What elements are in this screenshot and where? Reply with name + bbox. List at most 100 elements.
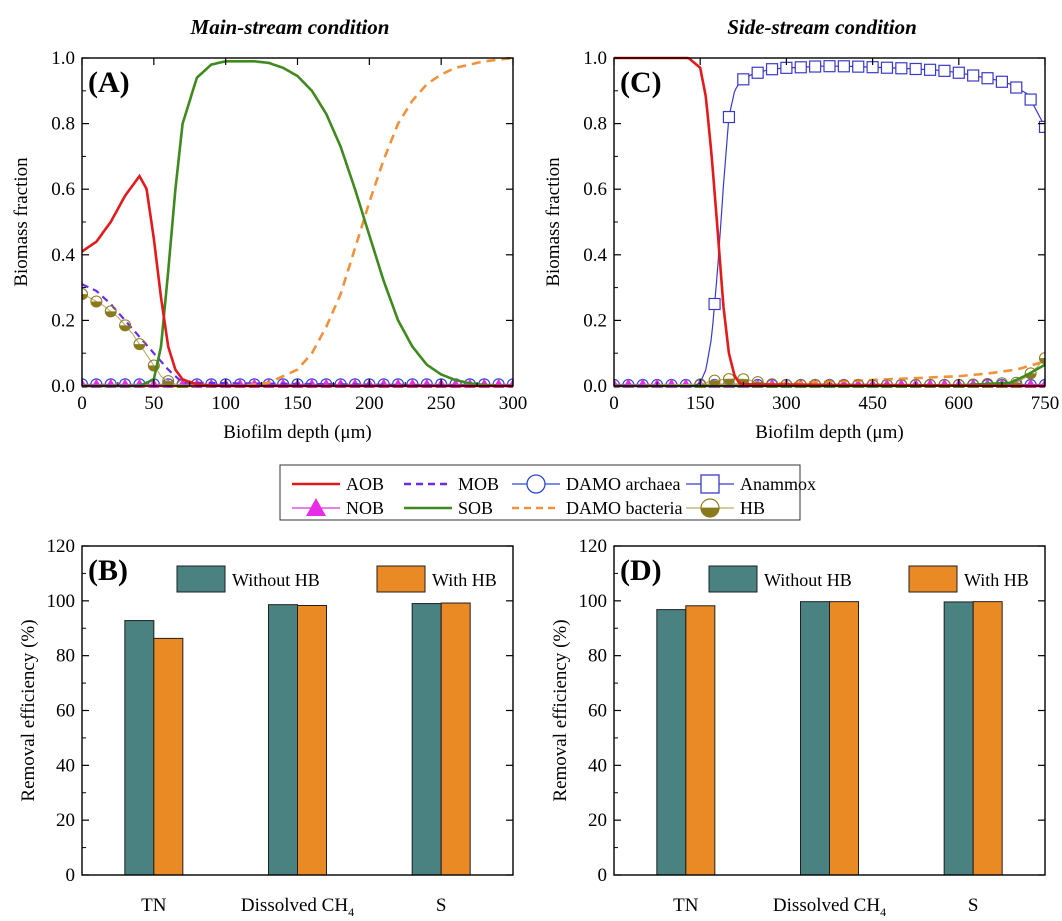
x-tick-label: 0 xyxy=(609,393,619,414)
y-tick-label: 0.4 xyxy=(51,245,75,266)
marker-anammox xyxy=(938,64,951,77)
x-tick-label: 300 xyxy=(772,393,801,414)
series-hb xyxy=(82,288,513,388)
legend-item-aob: AOB xyxy=(292,474,384,494)
plot-frame xyxy=(81,57,514,387)
x-tick-label: Dissolved CH4 xyxy=(241,895,354,919)
marker-anammox xyxy=(751,66,764,79)
x-tick-label: 0 xyxy=(77,393,87,414)
marker-anammox xyxy=(981,72,994,85)
y-tick-label: 0.2 xyxy=(51,310,75,331)
marker-anammox xyxy=(837,60,850,73)
legend-marker xyxy=(700,474,720,494)
y-tick-label: 0.0 xyxy=(51,376,75,397)
x-tick-label: 450 xyxy=(858,393,887,414)
marker-anammox xyxy=(1038,120,1045,133)
bar-without-hb xyxy=(943,601,974,876)
y-axis-label: Biomass fraction xyxy=(543,157,564,287)
y-tick-label: 100 xyxy=(47,591,76,612)
line-damo-bacteria xyxy=(82,56,513,388)
y-tick-label: 100 xyxy=(579,591,608,612)
series-aob xyxy=(614,56,1045,388)
bar-with-hb xyxy=(153,637,184,876)
bar-without-hb xyxy=(656,609,687,876)
bar-without-hb xyxy=(268,604,298,876)
marker-hb xyxy=(119,319,132,332)
y-tick-label: 0.0 xyxy=(583,376,607,397)
legend-label: Anammox xyxy=(740,474,816,494)
legend-swatch-without-hb xyxy=(708,565,758,593)
marker-anammox xyxy=(765,63,779,76)
y-tick-label: 60 xyxy=(588,701,607,722)
plot-frame xyxy=(613,57,1046,387)
legend-swatch-with-hb xyxy=(908,565,958,593)
marker-hb xyxy=(104,305,117,318)
x-tick-label: 50 xyxy=(144,393,163,414)
marker-anammox xyxy=(1024,93,1037,106)
marker-hb-lower xyxy=(723,379,735,385)
y-axis-label: Removal efficiency (%) xyxy=(550,619,571,801)
x-tick-label: S xyxy=(968,895,979,916)
marker-hb xyxy=(147,359,160,372)
x-tick-label: S xyxy=(436,895,447,916)
marker-anammox xyxy=(852,60,865,73)
subscript: 4 xyxy=(880,905,886,919)
marker-hb-lower xyxy=(133,344,145,350)
legend-marker xyxy=(306,498,326,516)
y-axis-label: Removal efficiency (%) xyxy=(18,619,39,801)
y-tick-label: 120 xyxy=(579,536,608,557)
marker-hb-lower xyxy=(119,325,131,331)
y-tick-label: 40 xyxy=(56,755,75,776)
x-axis-label: Biofilm depth (μm) xyxy=(755,422,903,443)
y-tick-label: 0.2 xyxy=(583,310,607,331)
bar-with-hb xyxy=(685,605,716,876)
marker-anammox xyxy=(722,110,736,124)
legend-marker-lower xyxy=(701,508,719,517)
marker-anammox xyxy=(952,66,965,79)
marker-hb xyxy=(694,378,707,388)
y-tick-label: 0 xyxy=(66,865,76,886)
y-tick-label: 60 xyxy=(56,701,75,722)
legend-label: AOB xyxy=(346,474,384,494)
marker-hb xyxy=(722,373,735,386)
bar-with-hb xyxy=(829,601,859,876)
legend-label-without-hb: Without HB xyxy=(232,570,320,590)
marker-hb xyxy=(1039,352,1045,365)
marker-hb-lower xyxy=(1039,358,1045,364)
x-axis-label: Biofilm depth (μm) xyxy=(223,422,371,443)
legend-item-hb: HB xyxy=(686,498,765,518)
legend-label: MOB xyxy=(458,474,499,494)
x-tick-label: TN xyxy=(673,895,699,916)
legend-swatch-without-hb xyxy=(176,565,226,593)
legend-label: SOB xyxy=(458,498,493,518)
marker-hb xyxy=(90,295,103,308)
x-tick-label: 250 xyxy=(427,393,456,414)
marker-hb-lower xyxy=(82,294,88,300)
plot-area xyxy=(82,56,513,388)
marker-anammox xyxy=(794,61,807,74)
x-tick-label: 100 xyxy=(211,393,240,414)
y-tick-label: 0.6 xyxy=(51,179,75,200)
legend-label-without-hb: Without HB xyxy=(764,570,852,590)
marker-anammox xyxy=(823,60,836,73)
y-tick-label: 20 xyxy=(56,810,75,831)
line-aob xyxy=(614,56,1045,388)
bar-legend: Without HB With HB xyxy=(176,565,497,593)
legend-label: NOB xyxy=(346,498,384,518)
marker-hb xyxy=(133,338,146,351)
legend-item-damo-archaea: DAMO archaea xyxy=(512,474,680,494)
y-tick-label: 20 xyxy=(588,810,607,831)
line-anammox xyxy=(614,65,1045,387)
marker-anammox xyxy=(923,63,937,76)
left-title: Main-stream condition xyxy=(190,15,390,39)
legend-marker xyxy=(526,474,546,494)
bar-without-hb xyxy=(124,620,155,876)
y-tick-label: 80 xyxy=(56,646,75,667)
x-tick-label: Dissolved CH4 xyxy=(773,895,886,919)
y-tick-label: 1.0 xyxy=(51,48,75,69)
legend-swatch-with-hb xyxy=(376,565,426,593)
legend-item-nob: NOB xyxy=(292,498,384,518)
x-tick-label: 750 xyxy=(1031,393,1060,414)
x-tick-label: 200 xyxy=(355,393,384,414)
